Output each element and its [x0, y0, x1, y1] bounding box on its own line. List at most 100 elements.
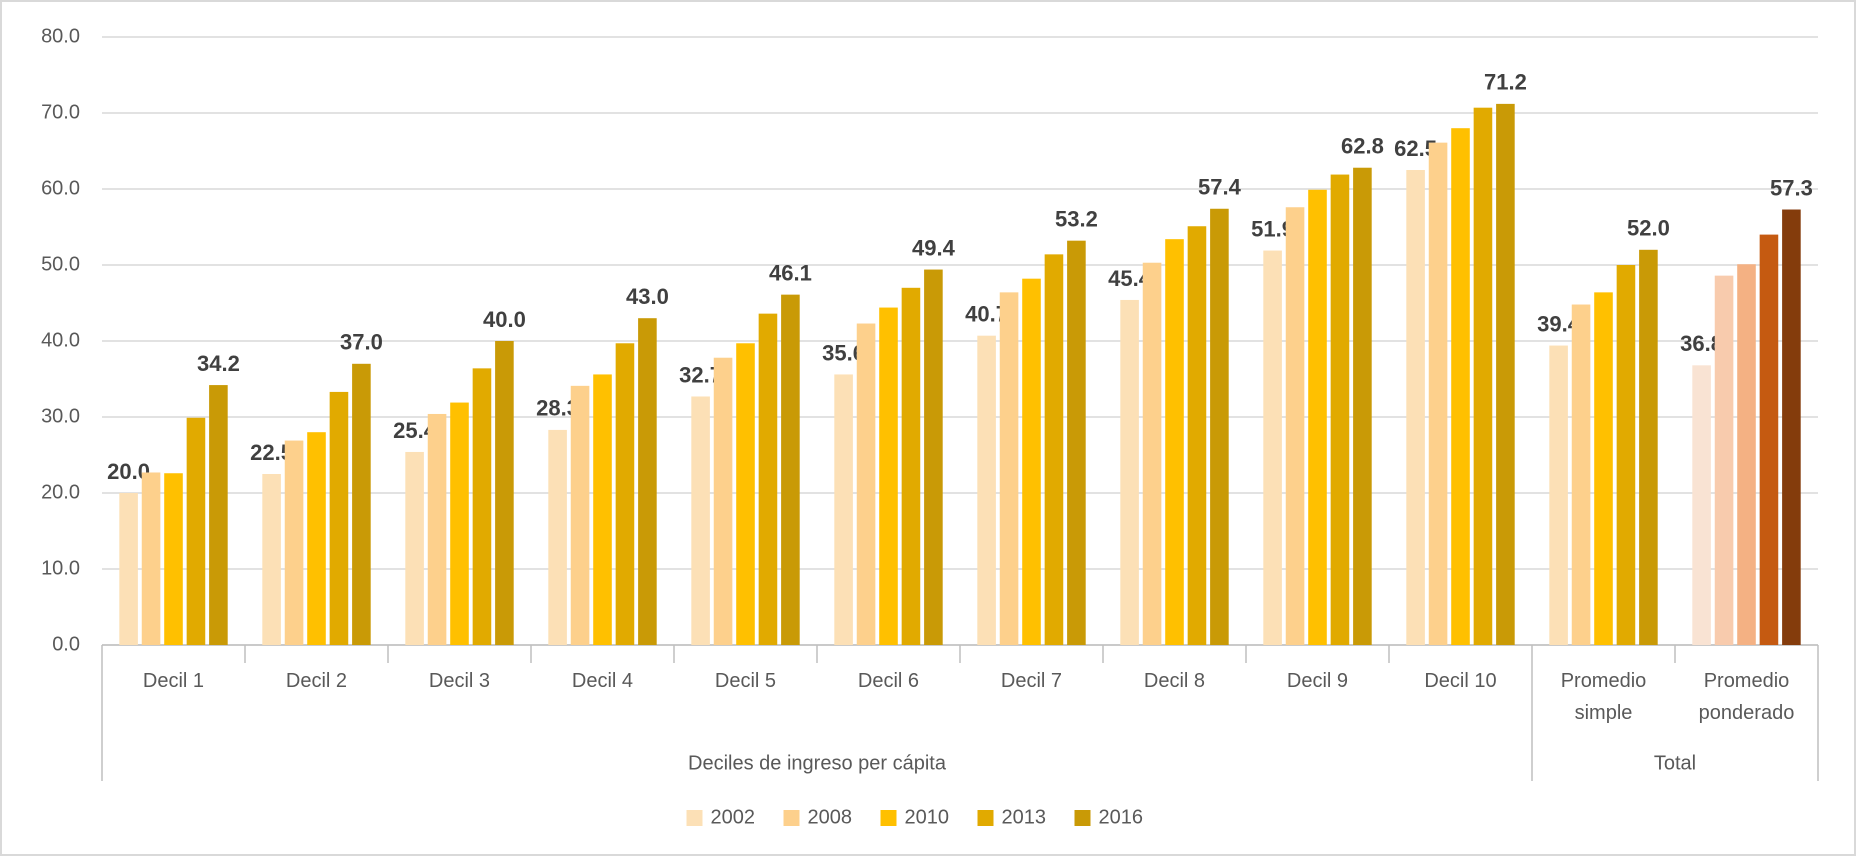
legend-label: 2008	[808, 806, 853, 828]
bar	[1594, 292, 1613, 645]
x-tick-label: Decil 3	[428, 670, 491, 692]
bar	[1285, 207, 1305, 646]
legend-swatch	[1074, 810, 1091, 826]
legend-label: 2016	[1099, 806, 1144, 828]
bar	[1782, 209, 1801, 645]
bar	[593, 374, 612, 645]
legend-swatch	[686, 810, 703, 826]
bar	[1737, 264, 1756, 645]
bar	[1714, 275, 1734, 645]
data-label: 46.1	[769, 260, 812, 285]
x-tick-label: Decil 2	[285, 670, 348, 692]
bar	[1263, 250, 1282, 645]
bar	[1473, 107, 1493, 646]
bar	[164, 473, 183, 645]
y-tick-label: 30.0	[41, 405, 80, 427]
y-tick-label: 20.0	[41, 481, 80, 503]
bar	[1308, 189, 1327, 645]
bar	[1428, 142, 1448, 645]
x-tick-label: Decil 7	[1000, 670, 1063, 692]
bar	[548, 429, 567, 645]
y-tick-label: 60.0	[41, 177, 80, 199]
bar	[427, 413, 447, 645]
y-tick-label: 80.0	[41, 25, 80, 47]
bar	[1496, 103, 1515, 645]
bar	[713, 357, 733, 645]
bar	[209, 385, 228, 645]
bar	[1639, 249, 1658, 646]
x-tick-label: Decil 10	[1424, 670, 1497, 692]
data-label: 49.4	[912, 235, 956, 260]
x-tick-label: Decil 8	[1143, 670, 1206, 692]
data-label: 43.0	[626, 284, 669, 309]
legend-swatch	[783, 810, 800, 826]
bar	[1451, 128, 1470, 645]
bar	[1692, 365, 1711, 645]
bar	[638, 318, 657, 645]
data-label: 52.0	[1627, 216, 1670, 241]
bar	[352, 363, 371, 645]
bar	[141, 472, 161, 645]
bar	[781, 294, 800, 645]
bar	[1210, 208, 1229, 645]
data-label: 57.3	[1770, 175, 1813, 200]
bar	[736, 343, 755, 645]
legend-label: 2002	[711, 806, 756, 828]
x-tick-label: Promedio ponderado	[1698, 670, 1795, 724]
y-tick-label: 70.0	[41, 101, 80, 123]
bar	[405, 451, 424, 645]
bar	[1067, 240, 1086, 645]
legend-swatch	[880, 810, 897, 826]
bar	[1330, 174, 1350, 645]
bar	[856, 323, 876, 645]
bar	[1044, 254, 1064, 646]
group-label: Total	[1654, 752, 1696, 774]
bar	[186, 417, 206, 645]
y-tick-label: 0.0	[52, 633, 80, 655]
bar	[1142, 262, 1162, 645]
group-label: Deciles de ingreso per cápita	[688, 752, 947, 774]
y-tick-label: 50.0	[41, 253, 80, 275]
bar	[999, 292, 1019, 645]
data-label: 71.2	[1484, 70, 1527, 95]
y-tick-label: 40.0	[41, 329, 80, 351]
data-label: 34.2	[197, 351, 240, 376]
bar	[119, 493, 138, 645]
bar	[1187, 226, 1207, 646]
bar	[901, 287, 921, 645]
bar	[472, 368, 492, 645]
bar	[495, 341, 514, 645]
bar	[329, 391, 349, 645]
bar	[1759, 234, 1779, 645]
bar	[977, 335, 996, 645]
bar	[758, 313, 778, 645]
data-label: 53.2	[1055, 206, 1098, 231]
x-tick-label: Decil 6	[857, 670, 920, 692]
data-label: 37.0	[340, 330, 383, 355]
bar	[262, 474, 281, 645]
data-label: 40.0	[483, 307, 526, 332]
bar	[450, 402, 469, 645]
bar	[1549, 345, 1568, 645]
bar	[1022, 278, 1041, 645]
bar	[307, 432, 326, 645]
legend-swatch	[977, 810, 994, 826]
x-tick-label: Decil 5	[714, 670, 777, 692]
bar	[834, 374, 853, 645]
y-tick-label: 10.0	[41, 557, 80, 579]
bar	[879, 307, 898, 645]
x-tick-label: Decil 1	[142, 670, 205, 692]
bar	[1165, 239, 1184, 645]
legend-label: 2013	[1002, 806, 1047, 828]
bar	[284, 440, 304, 645]
data-label: 57.4	[1198, 175, 1242, 200]
legend-label: 2010	[905, 806, 950, 828]
x-tick-label: Promedio simple	[1560, 670, 1647, 724]
bar	[570, 385, 590, 645]
bar	[1353, 167, 1372, 645]
bar	[1406, 170, 1425, 645]
bar	[615, 343, 635, 645]
x-tick-label: Decil 4	[571, 670, 634, 692]
